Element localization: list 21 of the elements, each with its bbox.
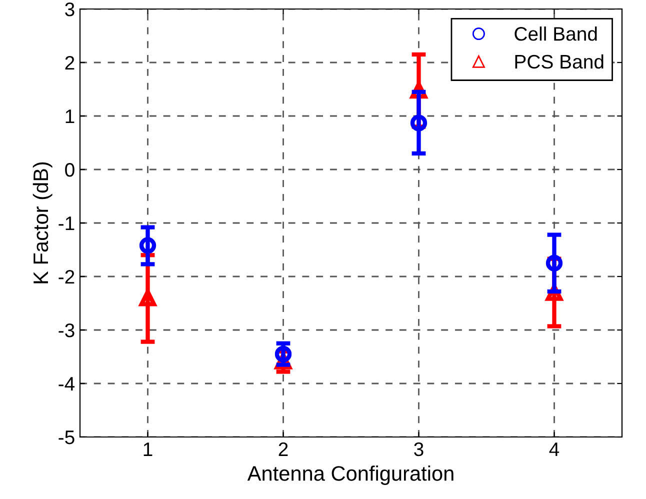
y-axis-title: K Factor (dB): [32, 162, 52, 284]
x-tick-label: 1: [144, 442, 152, 456]
y-tick-label: 2: [65, 56, 74, 70]
legend-label: Cell Band: [514, 26, 597, 41]
x-tick-label: 3: [414, 442, 424, 456]
point: [274, 346, 292, 362]
y-tick-label: -1: [58, 216, 74, 230]
x-tick-label: 4: [549, 442, 560, 456]
y-tick-label: -4: [58, 377, 75, 391]
point: [139, 237, 156, 254]
y-tick-label: -5: [58, 430, 74, 444]
y-tick-label: -3: [58, 323, 74, 338]
legend-label: PCS Band: [515, 54, 604, 69]
y-tick-label: 3: [65, 2, 74, 16]
x-axis-title: Antenna Configuration: [247, 466, 454, 485]
y-tick-label: -2: [58, 270, 74, 284]
y-tick-label: 0: [65, 162, 74, 177]
x-tick-label: 2: [278, 442, 288, 456]
y-tick-label: 1: [66, 110, 74, 124]
point: [410, 114, 428, 132]
point: [546, 254, 563, 272]
